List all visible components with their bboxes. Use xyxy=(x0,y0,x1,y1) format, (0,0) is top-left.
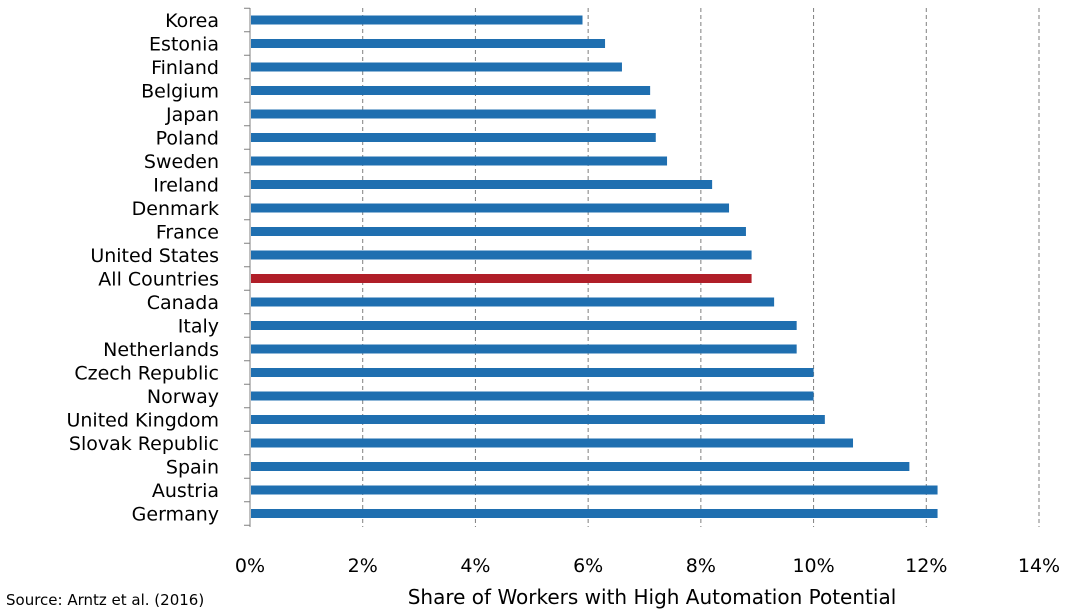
bar-italy xyxy=(251,321,797,330)
category-label: Poland xyxy=(156,128,219,150)
category-label: France xyxy=(156,222,219,244)
bar-slovak-republic xyxy=(251,438,854,448)
category-label: Ireland xyxy=(153,175,219,197)
category-label: Belgium xyxy=(141,81,219,103)
bar-ireland xyxy=(251,180,713,189)
x-tick-label: 10% xyxy=(792,555,834,577)
bar-finland xyxy=(251,62,622,72)
x-tick-label: 6% xyxy=(573,555,603,577)
category-label: Austria xyxy=(152,480,219,502)
category-label: All Countries xyxy=(98,269,219,291)
category-label: United States xyxy=(90,245,219,267)
bar-spain xyxy=(251,462,910,471)
category-label: Denmark xyxy=(132,198,219,220)
x-tick-label: 4% xyxy=(460,555,490,577)
bar-belgium xyxy=(251,86,651,95)
bar-united-states xyxy=(251,250,752,260)
bar-united-kingdom xyxy=(251,415,825,424)
x-tick-label: 2% xyxy=(348,555,378,577)
category-label: Estonia xyxy=(149,34,219,56)
bar-germany xyxy=(251,509,938,518)
category-label: United Kingdom xyxy=(66,410,219,432)
category-label: Sweden xyxy=(144,151,219,173)
category-label: Netherlands xyxy=(103,339,219,361)
category-label: Germany xyxy=(132,504,219,526)
bar-japan xyxy=(251,109,656,119)
source-note: Source: Arntz et al. (2016) xyxy=(6,591,205,609)
bar-denmark xyxy=(251,203,730,213)
x-tick-label: 12% xyxy=(905,555,947,577)
bar-france xyxy=(251,227,746,236)
bar-canada xyxy=(251,297,775,307)
category-label: Korea xyxy=(165,10,219,32)
bar-austria xyxy=(251,485,938,495)
x-tick-label: 8% xyxy=(686,555,716,577)
category-label: Japan xyxy=(165,104,219,126)
category-label: Canada xyxy=(147,292,219,314)
category-label: Spain xyxy=(166,457,219,479)
bar-estonia xyxy=(251,39,606,48)
category-label: Italy xyxy=(178,316,219,338)
category-label: Czech Republic xyxy=(74,363,219,385)
bar-czech-republic xyxy=(251,368,814,377)
bar-norway xyxy=(251,391,814,401)
bar-korea xyxy=(251,15,583,25)
x-axis-title: Share of Workers with High Automation Po… xyxy=(408,585,897,609)
category-label: Finland xyxy=(151,57,219,79)
category-label: Norway xyxy=(147,386,219,408)
x-tick-label: 14% xyxy=(1018,555,1060,577)
bar-sweden xyxy=(251,156,668,166)
category-label: Slovak Republic xyxy=(69,433,219,455)
x-tick-label: 0% xyxy=(235,555,265,577)
bar-netherlands xyxy=(251,344,797,354)
bar-poland xyxy=(251,133,656,142)
bar-all-countries xyxy=(251,274,752,283)
